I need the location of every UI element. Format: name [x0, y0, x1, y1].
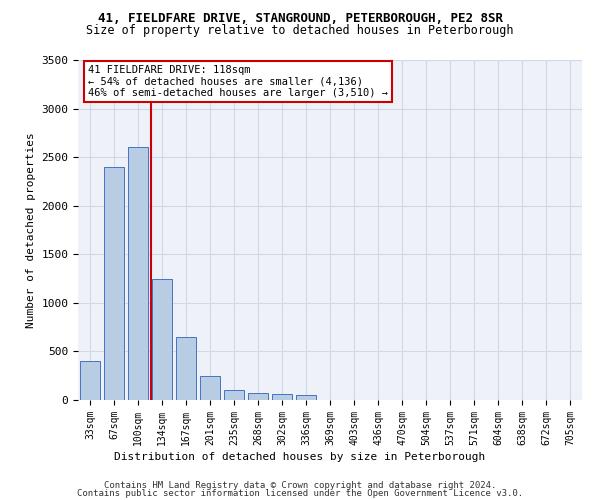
Bar	[200, 376, 220, 400]
Bar	[248, 392, 268, 400]
Text: Distribution of detached houses by size in Peterborough: Distribution of detached houses by size …	[115, 452, 485, 462]
Text: 41 FIELDFARE DRIVE: 118sqm
← 54% of detached houses are smaller (4,136)
46% of s: 41 FIELDFARE DRIVE: 118sqm ← 54% of deta…	[88, 65, 388, 98]
Y-axis label: Number of detached properties: Number of detached properties	[26, 132, 36, 328]
Bar	[176, 337, 196, 400]
Bar	[296, 394, 316, 400]
Text: 41, FIELDFARE DRIVE, STANGROUND, PETERBOROUGH, PE2 8SR: 41, FIELDFARE DRIVE, STANGROUND, PETERBO…	[97, 12, 503, 26]
Bar	[128, 148, 148, 400]
Bar	[224, 390, 244, 400]
Bar	[80, 361, 100, 400]
Text: Size of property relative to detached houses in Peterborough: Size of property relative to detached ho…	[86, 24, 514, 37]
Bar	[272, 394, 292, 400]
Bar	[104, 167, 124, 400]
Text: Contains HM Land Registry data © Crown copyright and database right 2024.: Contains HM Land Registry data © Crown c…	[104, 480, 496, 490]
Bar	[152, 278, 172, 400]
Text: Contains public sector information licensed under the Open Government Licence v3: Contains public sector information licen…	[77, 490, 523, 498]
